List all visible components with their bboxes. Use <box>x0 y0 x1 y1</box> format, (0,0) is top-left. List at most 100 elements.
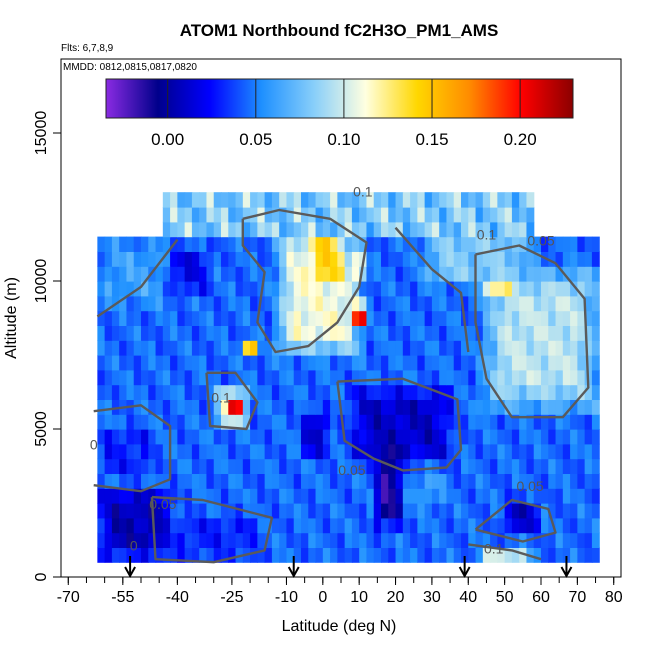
heatmap-cell <box>126 266 135 282</box>
heatmap-cell <box>388 192 397 208</box>
heatmap-cell <box>359 429 368 445</box>
heatmap-cell <box>250 517 258 534</box>
heatmap-cell <box>170 266 178 282</box>
heatmap-cell <box>395 399 404 415</box>
heatmap-cell <box>424 221 433 238</box>
heatmap-cell <box>351 325 360 341</box>
heatmap-cell <box>155 488 164 504</box>
heatmap-cell <box>119 310 128 326</box>
heatmap-cell <box>322 310 331 326</box>
heatmap-cell <box>221 295 229 312</box>
heatmap-cell <box>264 236 273 252</box>
heatmap-cell <box>97 473 106 489</box>
heatmap-cell <box>570 325 578 341</box>
heatmap-cell <box>577 251 586 267</box>
heatmap-cell <box>199 429 208 445</box>
heatmap-cell <box>191 281 200 297</box>
heatmap-cell <box>104 266 113 282</box>
contour-line <box>205 371 259 431</box>
heatmap-cell <box>475 281 484 297</box>
heatmap-cell <box>162 236 171 252</box>
heatmap-cell <box>111 266 120 282</box>
heatmap-cell <box>279 207 288 223</box>
heatmap-cell <box>410 443 418 460</box>
heatmap-cell <box>271 503 280 519</box>
heatmap-cell <box>395 488 404 504</box>
heatmap-cell <box>577 399 586 415</box>
heatmap-cell <box>119 488 128 504</box>
heatmap-cell <box>366 443 375 460</box>
heatmap-cell <box>366 458 375 474</box>
heatmap-cell <box>526 443 535 460</box>
heatmap-cell <box>439 221 448 238</box>
heatmap-cell <box>461 281 469 297</box>
heatmap-cell <box>555 517 564 534</box>
heatmap-cell <box>388 207 397 223</box>
heatmap-cell <box>344 399 353 415</box>
heatmap-cell <box>431 310 440 326</box>
heatmap-cell <box>431 325 440 341</box>
heatmap-cell <box>504 266 513 282</box>
heatmap-cell <box>453 443 462 460</box>
heatmap-cell <box>271 266 280 282</box>
heatmap-cell <box>410 429 418 445</box>
heatmap-cell <box>141 443 149 460</box>
heatmap-cell <box>293 369 302 386</box>
heatmap-cell <box>453 340 462 356</box>
heatmap-cell <box>490 281 498 297</box>
heatmap-cell <box>162 503 171 519</box>
heatmap-cell <box>490 399 498 415</box>
heatmap-cell <box>344 503 353 519</box>
heatmap-cell <box>431 547 440 563</box>
heatmap-cell <box>184 429 193 445</box>
heatmap-cell <box>490 325 498 341</box>
heatmap-cell <box>177 192 186 208</box>
heatmap-cell <box>177 532 186 548</box>
heatmap-cell <box>497 517 506 534</box>
heatmap-cell <box>475 251 484 267</box>
heatmap-cell <box>184 458 193 474</box>
heatmap-cell <box>170 295 178 312</box>
heatmap-cell <box>402 503 411 519</box>
heatmap-cell <box>242 473 251 489</box>
y-tick-label: 0 <box>33 572 50 581</box>
heatmap-cell <box>141 355 149 371</box>
heatmap-cell <box>184 207 193 223</box>
flight-arrow-head <box>458 566 471 579</box>
heatmap-cell <box>548 251 557 267</box>
heatmap-cell <box>184 414 193 430</box>
heatmap-cell <box>402 384 411 400</box>
heatmap-cell <box>133 266 142 282</box>
heatmap-cell <box>221 517 229 534</box>
heatmap-cell <box>417 355 426 371</box>
heatmap-cell <box>490 443 498 460</box>
heatmap-cell <box>519 414 528 430</box>
heatmap-cell <box>366 236 375 252</box>
heatmap-cell <box>301 369 309 386</box>
heatmap-cell <box>388 325 397 341</box>
heatmap-cell <box>424 517 433 534</box>
heatmap-cell <box>453 429 462 445</box>
heatmap-cell <box>264 340 273 356</box>
heatmap-cell <box>337 266 346 282</box>
heatmap-cell <box>133 532 142 548</box>
heatmap-cell <box>555 488 564 504</box>
heatmap-cell <box>228 429 237 445</box>
heatmap-cell <box>250 310 258 326</box>
flight-arrow-head <box>124 566 136 579</box>
heatmap-cell <box>148 355 157 371</box>
heatmap-cell <box>119 266 128 282</box>
heatmap-cell <box>119 429 128 445</box>
heatmap-cell <box>191 547 200 563</box>
x-tick-label: 20 <box>387 589 405 606</box>
heatmap-cell <box>591 414 600 430</box>
heatmap-cell <box>402 221 411 238</box>
heatmap-cell <box>526 207 535 223</box>
heatmap-cell <box>119 325 128 341</box>
heatmap-cell <box>395 503 404 519</box>
heatmap-cell <box>126 325 135 341</box>
heatmap-cell <box>431 369 440 386</box>
heatmap-cell <box>388 310 397 326</box>
heatmap-cell <box>497 295 506 312</box>
heatmap-cell <box>322 414 331 430</box>
